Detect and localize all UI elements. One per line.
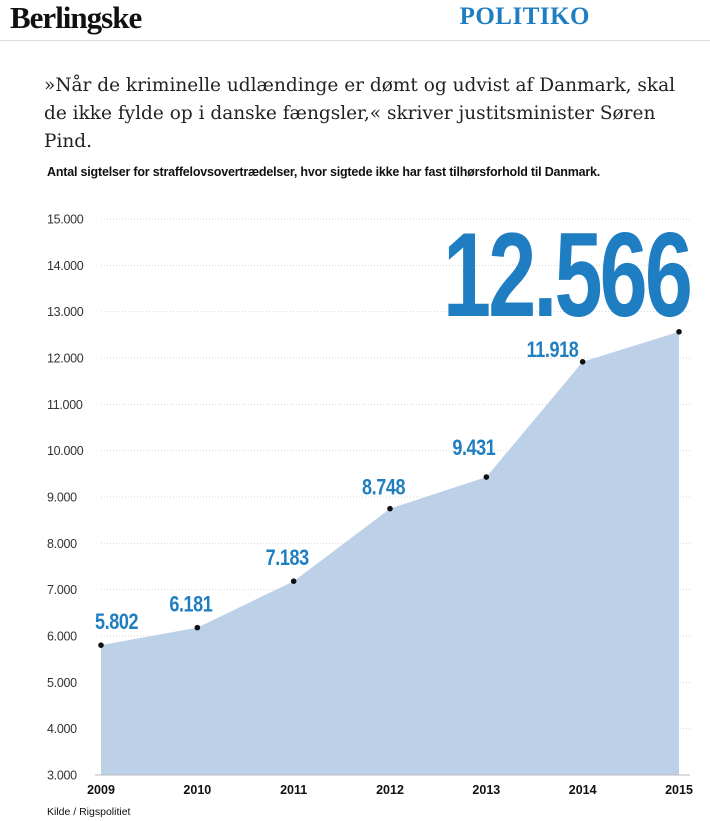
brand-logo[interactable]: Berlingske — [10, 0, 142, 35]
data-label: 6.181 — [169, 593, 212, 617]
y-tick-label: 9.000 — [47, 491, 77, 505]
y-tick-label: 6.000 — [47, 630, 77, 644]
y-tick-label: 4.000 — [47, 722, 77, 736]
x-tick-label: 2011 — [280, 783, 307, 797]
y-tick-label: 5.000 — [47, 676, 77, 690]
data-point — [98, 642, 104, 648]
y-tick-label: 11.000 — [47, 398, 83, 412]
data-point — [676, 328, 682, 335]
data-label: 5.802 — [95, 611, 138, 635]
data-point — [387, 505, 393, 512]
x-tick-label: 2009 — [87, 783, 115, 797]
y-tick-label: 13.000 — [47, 305, 84, 319]
site-header: Berlingske POLITIKO — [0, 0, 710, 41]
y-tick-label: 3.000 — [47, 769, 77, 783]
quote-text: »Når de kriminelle udlændinge er dømt og… — [44, 75, 676, 152]
area-series — [101, 331, 679, 775]
x-tick-label: 2013 — [472, 783, 500, 797]
y-tick-label: 7.000 — [47, 583, 77, 597]
data-point — [579, 358, 586, 365]
data-point — [194, 624, 201, 631]
y-tick-label: 14.000 — [47, 259, 84, 273]
x-tick-label: 2014 — [569, 783, 597, 797]
data-label: 7.183 — [266, 547, 309, 571]
x-tick-label: 2015 — [665, 783, 693, 797]
y-tick-label: 8.000 — [47, 537, 77, 551]
y-tick-label: 12.000 — [47, 352, 84, 366]
y-tick-label: 10.000 — [47, 444, 84, 458]
data-point — [483, 474, 490, 480]
chart-title: Antal sigtelser for straffelovsovertræde… — [47, 165, 601, 179]
source-credit: Kilde / Rigspolitiet — [47, 806, 131, 818]
section-name[interactable]: POLITIKO — [459, 3, 590, 30]
data-label: 9.431 — [452, 436, 495, 460]
y-tick-label: 15.000 — [47, 213, 84, 227]
highlight-value-label: 12.566 — [443, 208, 690, 342]
x-tick-label: 2012 — [376, 783, 404, 797]
data-label: 11.918 — [527, 338, 579, 362]
data-point — [290, 578, 297, 584]
data-label: 8.748 — [362, 476, 405, 500]
x-tick-label: 2010 — [183, 783, 211, 797]
